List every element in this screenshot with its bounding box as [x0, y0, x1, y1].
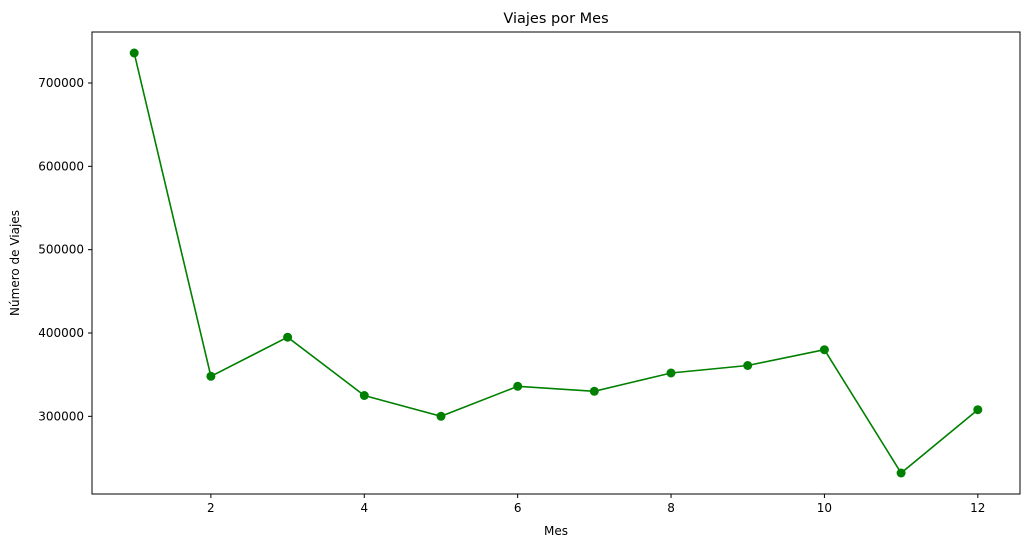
data-point: [359, 391, 369, 400]
y-tick-label: 500000: [38, 243, 84, 257]
series-line: [133, 52, 979, 475]
data-point: [589, 386, 599, 396]
y-tick-label: 600000: [38, 159, 84, 173]
data-point: [743, 361, 753, 370]
y-tick-label: 300000: [38, 409, 84, 423]
x-tick-label: 2: [207, 501, 215, 515]
data-points: [129, 48, 983, 478]
data-point: [129, 48, 139, 58]
y-axis-ticks: 300000 400000 500000 600000 700000: [38, 76, 92, 423]
data-point: [206, 371, 216, 381]
data-point: [666, 368, 676, 378]
data-point: [513, 381, 523, 391]
x-tick-label: 10: [817, 501, 832, 515]
x-tick-label: 4: [360, 501, 368, 515]
data-point: [973, 405, 983, 415]
data-point: [283, 332, 293, 342]
y-axis-label: Número de Viajes: [8, 210, 22, 316]
chart-title: Viajes por Mes: [503, 11, 608, 27]
x-tick-label: 6: [514, 501, 522, 515]
y-tick-label: 400000: [38, 326, 84, 340]
x-axis-ticks: 2 4 6 8 10 12: [207, 494, 985, 515]
x-tick-label: 8: [667, 501, 675, 515]
data-point: [896, 468, 906, 478]
x-tick-label: 12: [970, 501, 985, 515]
plot-area: [91, 31, 1021, 495]
y-tick-label: 700000: [38, 76, 84, 90]
data-point: [819, 345, 829, 355]
x-axis-label: Mes: [544, 524, 568, 538]
data-point: [436, 411, 446, 421]
